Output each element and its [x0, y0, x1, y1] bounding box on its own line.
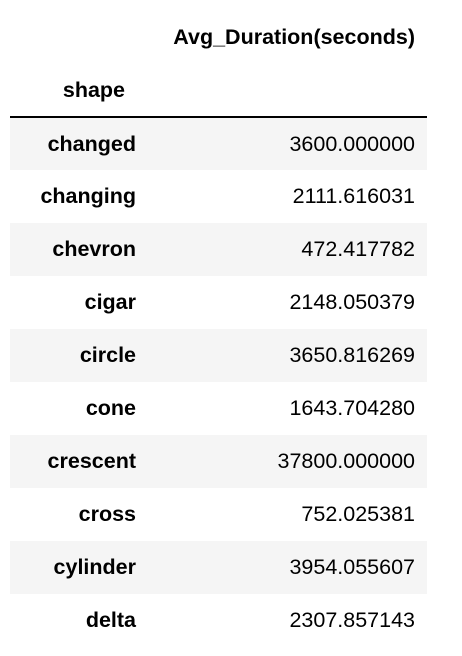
row-index-label: changing	[40, 184, 136, 208]
row-index-label: cylinder	[53, 555, 136, 579]
index-name-row: shape	[10, 64, 427, 118]
table-row: cylinder 3954.055607	[10, 541, 427, 594]
row-value-cell: 3600.000000	[289, 131, 415, 156]
row-index-label: circle	[79, 343, 136, 367]
table-row: delta 2307.857143	[10, 594, 427, 647]
row-value-cell: 3650.816269	[289, 343, 415, 367]
row-index-label: crescent	[47, 449, 136, 473]
column-header-avg-duration: Avg_Duration(seconds)	[173, 25, 415, 49]
table-row: changing 2111.616031	[10, 170, 427, 223]
row-index-label: chevron	[52, 237, 136, 261]
column-header-row: Avg_Duration(seconds)	[10, 11, 427, 64]
row-value-cell: 472.417782	[301, 237, 415, 261]
row-index-label: delta	[85, 608, 136, 632]
row-value-cell: 37800.000000	[277, 449, 415, 473]
table-row: cone 1643.704280	[10, 382, 427, 435]
index-name-header: shape	[10, 64, 137, 118]
header-blank-cell	[10, 11, 137, 64]
row-value-cell: 752.025381	[301, 502, 415, 526]
dataframe-table: Avg_Duration(seconds) shape changed 3600…	[10, 11, 427, 647]
table-row: changed 3600.000000	[10, 117, 427, 170]
row-value-cell: 1643.704280	[289, 396, 415, 420]
row-value-cell: 3954.055607	[289, 555, 415, 579]
row-index-label: cigar	[84, 290, 136, 314]
index-name-blank-cell	[137, 64, 427, 118]
row-value-cell: 2148.050379	[289, 290, 415, 314]
row-value-cell: 2307.857143	[289, 608, 415, 632]
table-row: circle 3650.816269	[10, 329, 427, 382]
table-body: changed 3600.000000 changing 2111.616031…	[10, 117, 427, 647]
row-value-cell: 2111.616031	[292, 184, 415, 208]
table-row: chevron 472.417782	[10, 223, 427, 276]
row-index-label: cone	[85, 396, 136, 420]
table-row: crescent 37800.000000	[10, 435, 427, 488]
row-index-label: changed	[47, 131, 136, 156]
dataframe-container: Avg_Duration(seconds) shape changed 3600…	[10, 11, 427, 647]
table-row: cross 752.025381	[10, 488, 427, 541]
row-index-label: cross	[78, 502, 136, 526]
table-header: Avg_Duration(seconds) shape	[10, 11, 427, 118]
table-row: cigar 2148.050379	[10, 276, 427, 329]
